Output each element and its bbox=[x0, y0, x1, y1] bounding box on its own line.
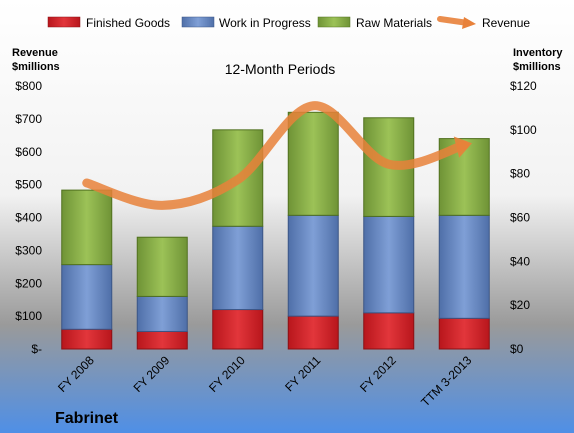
y-right-tick-label: $0 bbox=[510, 342, 524, 356]
bar-work-in-progress bbox=[363, 215, 415, 314]
revenue-line bbox=[82, 101, 469, 210]
revenue-series bbox=[82, 101, 473, 210]
bar-finished-goods bbox=[212, 309, 264, 350]
y-right-tick-label: $120 bbox=[510, 79, 537, 93]
bar-raw-materials bbox=[287, 111, 339, 216]
y-left-tick-label: $400 bbox=[15, 211, 42, 225]
y-left-tick-labels: $- $100 $200 $300 $400 $500 $600 $700 $800 bbox=[15, 79, 42, 356]
y-left-tick-label: $100 bbox=[15, 309, 42, 323]
legend-swatch-revenue-arrow bbox=[462, 17, 476, 29]
y-right-tick-label: $80 bbox=[510, 167, 530, 181]
legend: Finished Goods Work in Progress Raw Mate… bbox=[47, 16, 530, 30]
y-left-tick-label: $600 bbox=[15, 145, 42, 159]
revenue-arrowhead bbox=[453, 136, 473, 158]
y-left-tick-label: $800 bbox=[15, 79, 42, 93]
bar-work-in-progress bbox=[287, 214, 339, 317]
chart-title: 12-Month Periods bbox=[225, 61, 336, 77]
bar-finished-goods bbox=[287, 315, 339, 350]
legend-label-revenue: Revenue bbox=[482, 16, 530, 30]
y-left-tick-label: $- bbox=[31, 342, 42, 356]
bar-finished-goods bbox=[61, 328, 113, 350]
y-left-axis-title-line2: $millions bbox=[12, 61, 60, 73]
legend-label-work-in-progress: Work in Progress bbox=[219, 16, 311, 30]
y-left-tick-label: $200 bbox=[15, 276, 42, 290]
bar-finished-goods bbox=[363, 312, 415, 350]
bar-raw-materials bbox=[61, 189, 113, 266]
y-left-tick-label: $500 bbox=[15, 178, 42, 192]
y-left-axis-title-line1: Revenue bbox=[12, 47, 58, 59]
legend-swatch-raw-materials bbox=[317, 16, 351, 28]
y-right-tick-labels: $0 $20 $40 $60 $80 $100 $120 bbox=[510, 79, 537, 356]
y-left-tick-label: $300 bbox=[15, 243, 42, 257]
y-right-axis-title-line2: $millions bbox=[513, 61, 561, 73]
bar-work-in-progress bbox=[438, 214, 490, 319]
y-right-tick-label: $40 bbox=[510, 254, 530, 268]
legend-swatch-finished-goods bbox=[47, 16, 81, 28]
bar-finished-goods bbox=[136, 330, 188, 350]
y-right-axis-title-line1: Inventory bbox=[513, 47, 563, 59]
bar-finished-goods bbox=[438, 317, 490, 350]
legend-swatch-work-in-progress bbox=[181, 16, 215, 28]
y-right-tick-label: $100 bbox=[510, 123, 537, 137]
bar-work-in-progress bbox=[61, 264, 113, 330]
y-right-tick-label: $60 bbox=[510, 211, 530, 225]
company-name: Fabrinet bbox=[55, 410, 119, 427]
y-right-tick-label: $20 bbox=[510, 298, 530, 312]
legend-label-finished-goods: Finished Goods bbox=[86, 16, 170, 30]
bar-work-in-progress bbox=[212, 225, 264, 311]
bar-raw-materials bbox=[136, 236, 188, 297]
legend-label-raw-materials: Raw Materials bbox=[356, 16, 432, 30]
bar-work-in-progress bbox=[136, 295, 188, 332]
y-left-tick-label: $700 bbox=[15, 112, 42, 126]
